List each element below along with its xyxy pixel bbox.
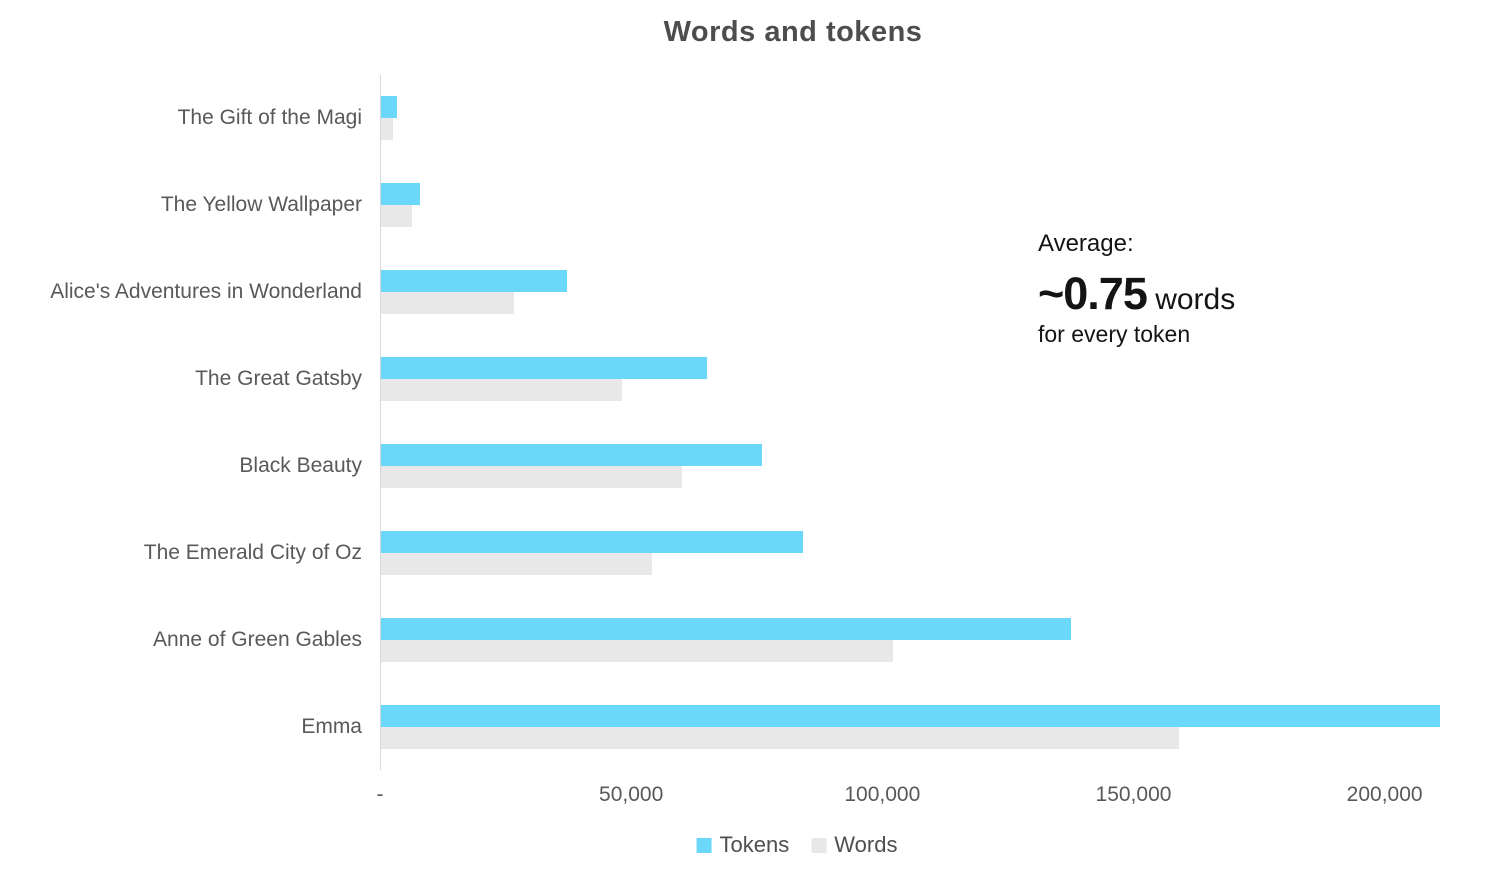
x-axis: - 50,000 100,000 150,000 200,000 [376,783,1460,813]
tokens-bar [381,183,421,206]
label-row: The Gift of the Magi [0,75,362,162]
label-row: The Great Gatsby [0,336,362,423]
legend-entry-words: Words [811,832,897,858]
legend-label: Tokens [719,832,790,857]
words-bar [381,552,652,575]
x-axis-tick-label: 100,000 [844,783,921,806]
legend: Tokens Words [696,832,897,858]
chart-row [381,683,1460,770]
words-bar [381,118,394,141]
average-annotation: Average: ~0.75 words for every token [1038,230,1235,348]
x-axis-tick-label: 200,000 [1346,783,1423,806]
x-axis-tick-label: 50,000 [599,783,664,806]
legend-label: Words [834,832,898,857]
chart-row [381,75,1460,162]
chart-row [381,162,1460,249]
chart-row [381,509,1460,596]
tokens-bar [381,704,1440,727]
category-label: Emma [301,714,362,738]
annotation-ratio-caption: for every token [1038,321,1191,348]
tokens-bar [381,270,567,293]
label-row: The Emerald City of Oz [0,509,362,596]
annotation-ratio-unit: words [1146,282,1236,316]
words-bar [381,292,514,315]
tokens-bar [381,530,803,553]
words-bar [381,639,893,662]
label-row: Alice's Adventures in Wonderland [0,249,362,336]
tokens-bar [381,617,1072,640]
x-axis-tick-label: - [376,783,384,806]
category-labels-column: The Gift of the Magi The Yellow Wallpaper… [0,75,362,770]
label-row: The Yellow Wallpaper [0,162,362,249]
label-row: Emma [0,683,362,770]
chart-row [381,249,1460,336]
chart-row [381,596,1460,683]
tokens-bar [381,96,398,119]
words-legend-swatch [811,837,827,853]
words-bar [381,726,1179,749]
category-label: The Great Gatsby [195,367,362,391]
legend-entry-tokens: Tokens [696,832,790,858]
annotation-ratio-value: ~0.75 [1038,267,1148,319]
annotation-ratio: ~0.75 words [1038,268,1235,320]
tokens-bar [381,443,763,466]
x-axis-tick-label: 150,000 [1095,783,1172,806]
category-label: Black Beauty [239,453,362,477]
label-row: Black Beauty [0,423,362,510]
plot-area [380,75,1460,770]
tokens-legend-swatch [696,837,712,853]
category-label: The Yellow Wallpaper [160,193,362,217]
chart-title: Words and tokens [663,16,923,48]
chart-row [381,336,1460,423]
tokens-bar [381,357,708,380]
words-bar [381,379,622,402]
chart-row [381,423,1460,510]
words-bar [381,205,413,228]
label-row: Anne of Green Gables [0,596,362,683]
words-bar [381,465,683,488]
category-label: The Gift of the Magi [177,106,362,130]
category-label: Alice's Adventures in Wonderland [50,280,362,304]
category-label: The Emerald City of Oz [143,540,362,564]
category-label: Anne of Green Gables [153,627,362,651]
annotation-average-label: Average: [1038,230,1134,257]
